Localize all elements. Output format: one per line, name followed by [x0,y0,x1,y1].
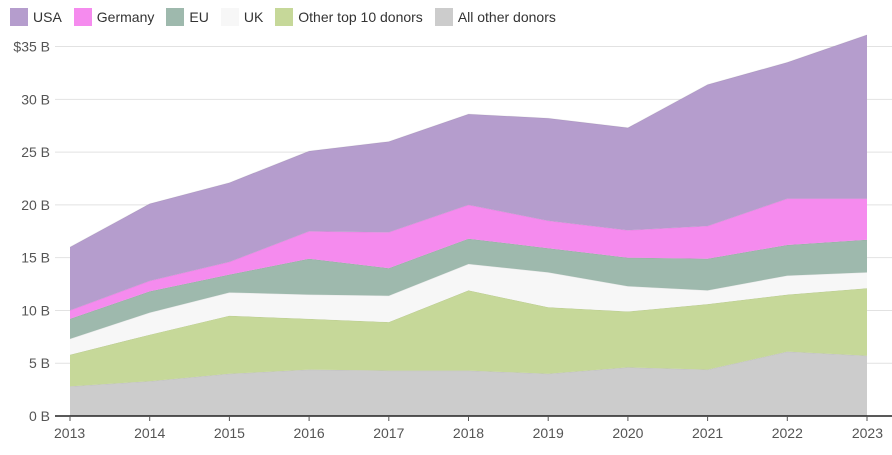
area-series-germany [70,198,867,319]
x-tick-label: 2014 [134,425,165,441]
y-tick-label: $35 B [13,39,50,55]
x-tick-label: 2017 [373,425,404,441]
legend-label-germany: Germany [96,9,155,25]
x-tick-label: 2016 [294,425,325,441]
area-edge-usa [69,34,868,248]
legend-label-eu: EU [189,9,209,25]
legend-item-eu[interactable]: EU [166,8,209,26]
legend-label-usa: USA [33,9,62,25]
y-tick-label: 30 B [21,91,50,107]
x-tick-label: 2021 [692,425,723,441]
y-tick-label: 5 B [29,355,50,371]
area-series-all-other-donors [70,351,867,416]
legend-item-other-top-10[interactable]: Other top 10 donors [275,8,423,26]
legend-label-other-top-10: Other top 10 donors [298,9,423,25]
legend-item-uk[interactable]: UK [220,8,264,26]
x-tick-label: 2019 [533,425,564,441]
x-tick-label: 2020 [612,425,643,441]
legend: USA Germany EU UK Other top 10 donors Al… [10,8,568,26]
legend-item-usa[interactable]: USA [10,8,62,26]
x-tick-label: 2013 [54,425,85,441]
legend-label-all-other: All other donors [457,9,556,25]
legend-item-germany[interactable]: Germany [73,8,155,26]
y-tick-label: 0 B [29,408,50,424]
legend-label-uk: UK [243,9,264,25]
legend-swatch-usa [10,8,28,26]
legend-swatch-eu [166,8,185,26]
y-tick-label: 15 B [21,250,50,266]
legend-item-all-other[interactable]: All other donors [434,8,556,26]
legend-swatch-germany [73,8,92,26]
legend-swatch-other-top-10 [275,8,294,26]
legend-swatch-all-other [434,8,453,26]
area-series-other-top-10-donors [70,288,867,387]
y-tick-label: 25 B [21,144,50,160]
x-tick-label: 2015 [214,425,245,441]
area-series-uk [70,264,867,355]
x-tick-label: 2022 [772,425,803,441]
area-series-usa [70,34,867,311]
x-tick-label: 2023 [852,425,883,441]
y-tick-label: 10 B [21,302,50,318]
x-tick-label: 2018 [453,425,484,441]
legend-swatch-uk [220,8,239,26]
area-series-eu [70,238,867,339]
y-tick-label: 20 B [21,197,50,213]
